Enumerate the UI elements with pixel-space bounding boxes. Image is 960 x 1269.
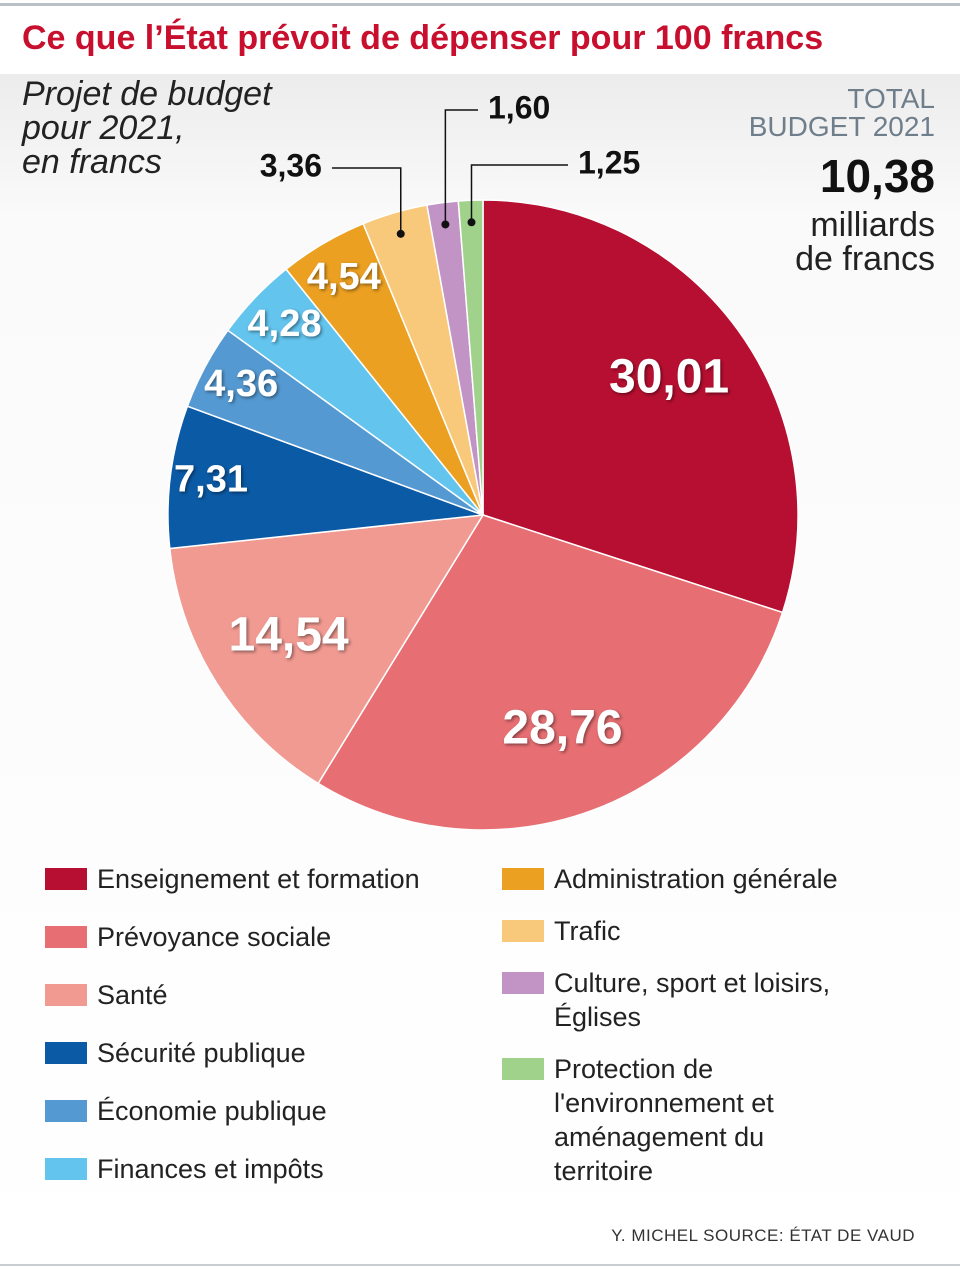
legend-label: Administration générale: [554, 864, 838, 894]
legend-label: Culture, sport et loisirs, Églises: [554, 968, 831, 1032]
legend-item: Prévoyance sociale: [45, 920, 420, 954]
legend: Enseignement et formation Prévoyance soci…: [45, 862, 420, 1186]
legend-item: Santé: [45, 978, 420, 1012]
legend-label: Trafic: [554, 916, 621, 946]
subtitle-line: Projet de budget: [22, 75, 273, 113]
legend-label: Sécurité publique: [97, 1038, 306, 1068]
total-unit: de francs: [795, 240, 935, 278]
pie-slice: [457, 199, 484, 516]
legend-swatch: [45, 1042, 87, 1064]
total-value: 10,38: [820, 150, 935, 202]
value-label: 30,01: [609, 351, 729, 404]
legend-swatch: [45, 926, 87, 948]
value-label: 1,25: [578, 144, 640, 180]
callout-line: [444, 109, 478, 225]
total-label: BUDGET 2021: [749, 111, 935, 142]
callout-line: [470, 164, 568, 223]
pie-slice: [482, 199, 799, 614]
legend: Administration générale Trafic Culture, sp…: [502, 862, 872, 1188]
legend-item: Administration générale: [502, 862, 872, 896]
callout-line: [332, 167, 402, 234]
legend-swatch: [502, 920, 544, 942]
legend-item: Enseignement et formation: [45, 862, 420, 896]
total-label: TOTAL: [847, 83, 935, 114]
value-label: 4,36: [204, 363, 278, 405]
value-label: 1,60: [488, 89, 550, 125]
top-rule: [0, 3, 960, 6]
bottom-rule: [0, 1264, 960, 1266]
value-label: 14,54: [229, 608, 349, 661]
subtitle: Projet de budget pour 2021, en francs: [21, 75, 273, 181]
value-label: 3,36: [260, 147, 322, 183]
legend-label: Finances et impôts: [97, 1154, 324, 1184]
legend-swatch: [45, 1158, 87, 1180]
legend-swatch: [45, 1100, 87, 1122]
legend-item: Sécurité publique: [45, 1036, 420, 1070]
value-label: 28,76: [502, 701, 622, 754]
legend-swatch: [45, 868, 87, 890]
legend-label: Économie publique: [97, 1096, 327, 1126]
pie: [167, 199, 799, 831]
legend-label: Santé: [97, 980, 168, 1010]
legend-label: Enseignement et formation: [97, 864, 420, 894]
subtitle-line: pour 2021,: [21, 109, 185, 147]
value-label: 7,31: [174, 458, 248, 500]
credit: Y. MICHEL SOURCE: ÉTAT DE VAUD: [611, 1226, 915, 1245]
pie-slice: [168, 514, 485, 785]
legend-item: Protection de l'environnement et aménage…: [502, 1052, 872, 1188]
total-box: TOTAL BUDGET 2021 10,38 milliards de fra…: [749, 83, 935, 278]
total-unit: milliards: [810, 206, 935, 244]
pie-slice: [167, 405, 484, 550]
legend-item: Culture, sport et loisirs, Églises: [502, 966, 872, 1034]
legend-swatch: [502, 972, 544, 994]
legend-item: Économie publique: [45, 1094, 420, 1128]
legend-label: Protection de l'environnement et aménage…: [554, 1054, 774, 1186]
legend-swatch: [502, 1058, 544, 1080]
legend-label: Prévoyance sociale: [97, 922, 332, 952]
value-label: 4,28: [248, 303, 322, 345]
legend-swatch: [45, 984, 87, 1006]
legend-swatch: [502, 868, 544, 890]
legend-item: Finances et impôts: [45, 1152, 420, 1186]
pie-slice: [317, 514, 784, 831]
chart-title: Ce que l’État prévoit de dépenser pour 1…: [22, 19, 823, 57]
legend-item: Trafic: [502, 914, 872, 948]
subtitle-line: en francs: [22, 143, 162, 181]
value-label: 4,54: [307, 256, 381, 298]
